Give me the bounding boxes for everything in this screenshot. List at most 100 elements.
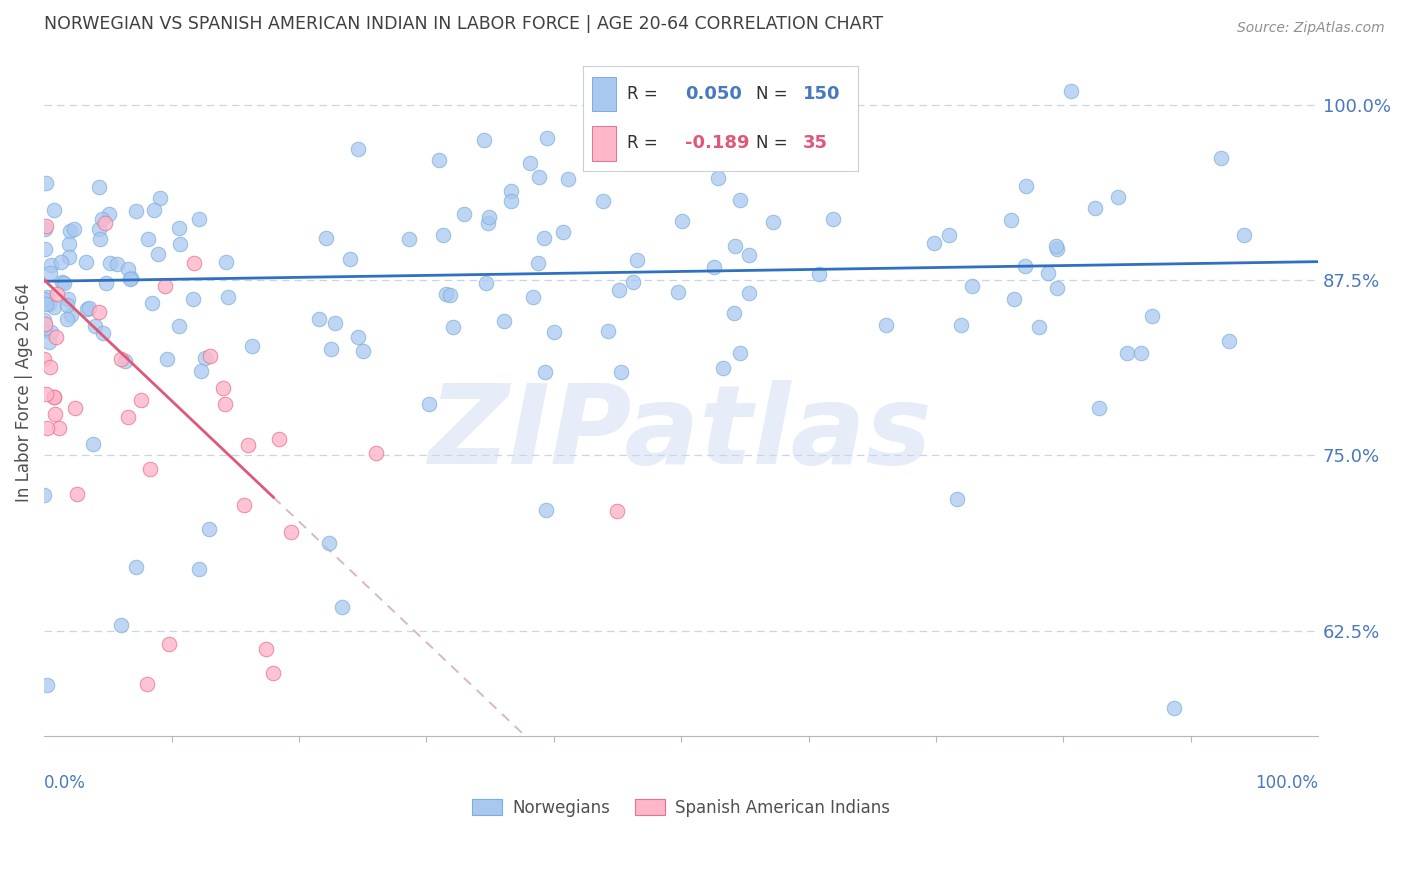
Y-axis label: In Labor Force | Age 20-64: In Labor Force | Age 20-64 [15,283,32,501]
Point [232,498,254,512]
Point [1130,345,1153,359]
Point [472,133,495,147]
Point [75,255,97,269]
Point [543,325,565,339]
Point [60,308,83,322]
Point [190,364,212,378]
Point [1107,189,1129,203]
Point [89,221,111,235]
Point [536,502,558,516]
Point [960,279,983,293]
Point [432,228,454,243]
Point [808,267,831,281]
Point [1045,242,1067,256]
Point [339,252,361,267]
Point [110,618,132,632]
Point [519,155,541,169]
Point [89,232,111,246]
Point [308,312,330,326]
Point [89,180,111,194]
Point [315,230,337,244]
Point [58,251,80,265]
Point [153,278,176,293]
Point [52,276,75,290]
Point [124,560,146,574]
Point [39,359,62,374]
Point [38,297,60,311]
Point [474,277,496,291]
Point [439,288,461,302]
Text: Source: ZipAtlas.com: Source: ZipAtlas.com [1237,21,1385,35]
Point [398,232,420,246]
Point [950,318,973,332]
Point [42,301,65,315]
Point [41,258,63,272]
Point [598,324,620,338]
Point [723,306,745,320]
Point [188,562,211,576]
Point [1045,281,1067,295]
Point [1045,239,1067,253]
Text: 150: 150 [803,86,841,103]
Point [59,224,82,238]
Point [527,256,550,270]
Point [89,305,111,319]
Point [728,346,751,360]
Text: 35: 35 [803,134,828,152]
Point [533,231,555,245]
Point [666,285,689,300]
Point [946,491,969,506]
Point [46,287,69,301]
Point [238,437,260,451]
Point [724,238,747,252]
Point [34,321,56,335]
Text: 100.0%: 100.0% [1256,773,1319,791]
Point [1115,346,1137,360]
Point [318,535,340,549]
Point [1084,202,1107,216]
Point [1087,401,1109,416]
Point [117,410,139,425]
Point [35,386,58,401]
Point [323,316,346,330]
Point [536,130,558,145]
Point [93,216,115,230]
Point [35,296,58,310]
Point [1163,700,1185,714]
Point [34,488,56,502]
Point [453,207,475,221]
Text: ZIPatlas: ZIPatlas [429,380,934,487]
Point [97,207,120,221]
Point [607,283,630,297]
Point [169,237,191,252]
Point [117,261,139,276]
Point [418,397,440,411]
Point [494,314,516,328]
Point [875,318,897,332]
Point [837,146,859,161]
Point [198,349,221,363]
Point [347,142,370,156]
Text: 0.0%: 0.0% [44,773,86,791]
Point [551,225,574,239]
Point [499,184,522,198]
Point [35,678,58,692]
Point [441,320,464,334]
Point [32,292,55,306]
Text: N =: N = [756,134,787,152]
Point [34,242,56,256]
Point [1015,179,1038,194]
Point [557,172,579,186]
Point [346,330,368,344]
Point [267,432,290,446]
Point [1028,319,1050,334]
Point [32,312,55,326]
Point [66,486,89,500]
Point [711,360,734,375]
Point [142,202,165,217]
Point [110,351,132,366]
Point [364,446,387,460]
Point [592,194,614,208]
Point [48,421,70,435]
Point [499,194,522,209]
